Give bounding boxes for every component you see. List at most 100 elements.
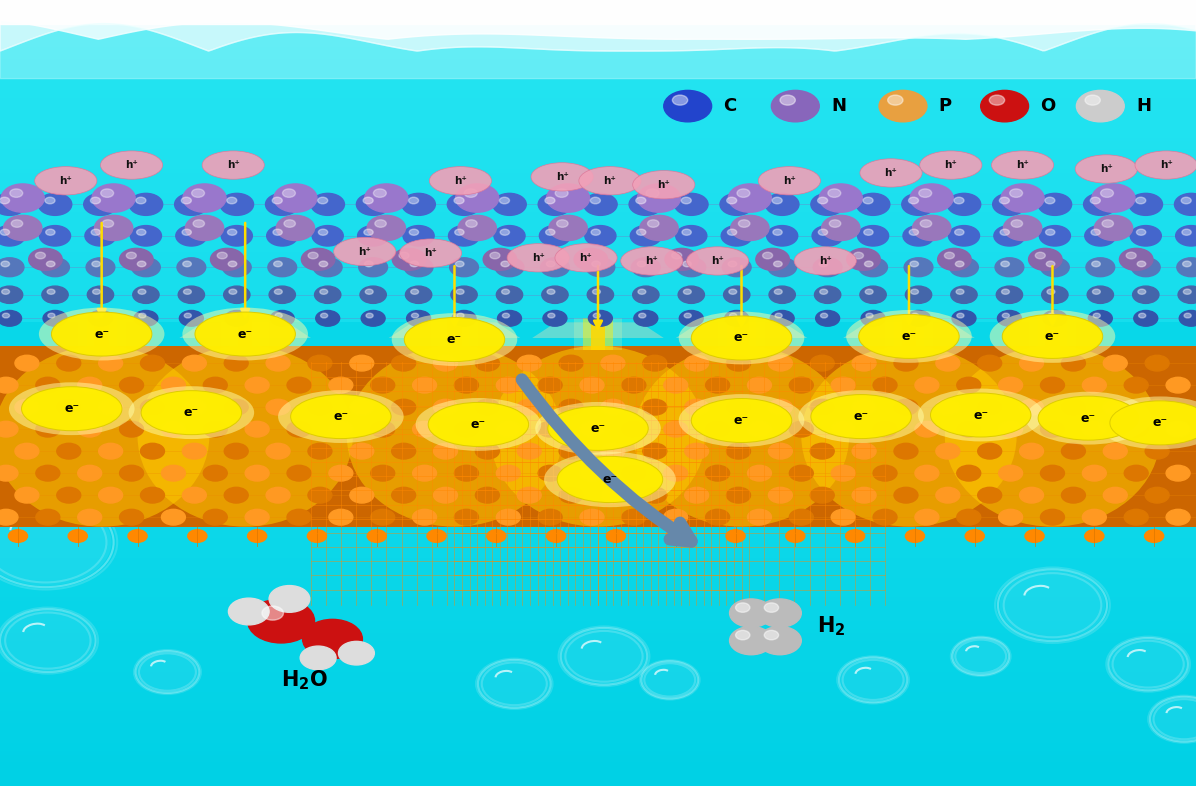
Circle shape — [873, 377, 897, 393]
Circle shape — [887, 95, 903, 105]
Circle shape — [957, 509, 981, 525]
Circle shape — [183, 184, 226, 212]
Circle shape — [957, 313, 964, 318]
Circle shape — [664, 90, 712, 122]
Bar — [238, 318, 252, 350]
Ellipse shape — [691, 399, 792, 443]
Circle shape — [517, 355, 541, 371]
Circle shape — [945, 252, 954, 259]
Circle shape — [0, 197, 10, 204]
Circle shape — [780, 95, 795, 105]
Circle shape — [665, 248, 698, 270]
Bar — [582, 318, 612, 350]
Circle shape — [902, 193, 935, 215]
Circle shape — [177, 258, 206, 277]
Circle shape — [1062, 399, 1086, 415]
Text: H: H — [1136, 97, 1152, 115]
Bar — [1045, 318, 1060, 350]
Circle shape — [920, 220, 932, 227]
Circle shape — [1129, 193, 1163, 215]
Circle shape — [730, 599, 773, 627]
Circle shape — [16, 443, 38, 459]
Circle shape — [465, 220, 477, 227]
Circle shape — [161, 377, 185, 393]
Ellipse shape — [679, 311, 804, 365]
Circle shape — [1084, 193, 1117, 215]
Circle shape — [905, 530, 925, 542]
Circle shape — [1, 289, 10, 294]
Circle shape — [950, 258, 978, 277]
Circle shape — [938, 248, 971, 270]
Circle shape — [1036, 252, 1045, 259]
Circle shape — [266, 399, 289, 415]
Circle shape — [831, 465, 855, 481]
Circle shape — [266, 355, 289, 371]
Circle shape — [245, 465, 269, 481]
Text: e⁻: e⁻ — [184, 406, 199, 419]
Circle shape — [161, 421, 185, 437]
Circle shape — [1086, 258, 1115, 277]
Ellipse shape — [634, 346, 849, 527]
Circle shape — [245, 377, 269, 393]
Circle shape — [36, 252, 45, 259]
Circle shape — [210, 248, 244, 270]
Circle shape — [909, 230, 919, 235]
Circle shape — [399, 252, 409, 259]
Circle shape — [86, 258, 115, 277]
Circle shape — [1019, 443, 1043, 459]
Circle shape — [545, 197, 555, 204]
Circle shape — [560, 399, 584, 415]
Text: h⁺: h⁺ — [819, 256, 831, 266]
Circle shape — [179, 310, 203, 326]
Circle shape — [731, 215, 769, 241]
Circle shape — [48, 313, 55, 318]
Circle shape — [600, 355, 626, 371]
Circle shape — [161, 465, 185, 481]
Circle shape — [1133, 286, 1159, 303]
Circle shape — [287, 377, 311, 393]
Circle shape — [1003, 215, 1042, 241]
Circle shape — [642, 443, 667, 459]
Circle shape — [547, 289, 555, 294]
Circle shape — [1146, 443, 1170, 459]
Circle shape — [0, 226, 25, 246]
Circle shape — [364, 230, 373, 235]
Circle shape — [864, 230, 873, 235]
Circle shape — [588, 310, 612, 326]
Circle shape — [273, 230, 282, 235]
Circle shape — [606, 530, 626, 542]
Circle shape — [767, 226, 798, 246]
Circle shape — [864, 197, 873, 204]
Circle shape — [185, 215, 224, 241]
Circle shape — [371, 465, 395, 481]
Circle shape — [132, 258, 160, 277]
Circle shape — [1, 610, 94, 671]
Circle shape — [684, 399, 708, 415]
Ellipse shape — [794, 247, 856, 275]
Circle shape — [584, 193, 617, 215]
Circle shape — [392, 399, 416, 415]
Circle shape — [1045, 230, 1055, 235]
Circle shape — [309, 443, 331, 459]
Circle shape — [1146, 487, 1170, 503]
Circle shape — [0, 465, 18, 481]
Circle shape — [706, 421, 730, 437]
Circle shape — [622, 421, 646, 437]
Circle shape — [392, 248, 426, 270]
Text: e⁻: e⁻ — [238, 328, 252, 340]
Circle shape — [268, 258, 297, 277]
Text: h⁺: h⁺ — [604, 176, 616, 185]
Text: e⁻: e⁻ — [974, 409, 988, 421]
Circle shape — [1001, 261, 1009, 266]
Circle shape — [727, 355, 751, 371]
Circle shape — [758, 626, 801, 655]
Circle shape — [1087, 286, 1113, 303]
Circle shape — [203, 377, 227, 393]
Circle shape — [819, 261, 828, 266]
Circle shape — [221, 226, 252, 246]
Circle shape — [487, 530, 506, 542]
Circle shape — [593, 313, 600, 318]
Text: h⁺: h⁺ — [712, 256, 724, 266]
Bar — [895, 318, 925, 350]
Ellipse shape — [920, 151, 982, 179]
